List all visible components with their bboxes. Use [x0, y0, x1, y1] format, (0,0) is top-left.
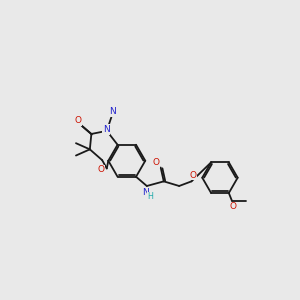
Text: N: N [142, 188, 149, 197]
Text: O: O [230, 202, 237, 211]
Text: O: O [153, 158, 160, 167]
Text: O: O [190, 171, 196, 180]
Text: N: N [103, 125, 110, 134]
Text: H: H [147, 192, 153, 201]
Text: O: O [74, 116, 81, 125]
Text: N: N [110, 107, 116, 116]
Text: O: O [97, 166, 104, 175]
